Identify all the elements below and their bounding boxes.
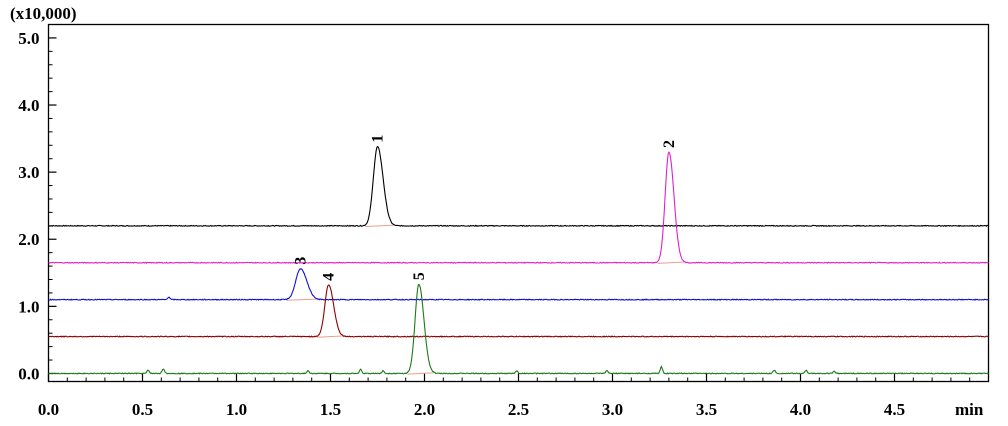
y-tick-label: 2.0 (18, 230, 39, 249)
peak-baseline (317, 335, 345, 338)
x-tick-label: 1.5 (320, 400, 341, 419)
y-tick-label: 3.0 (18, 163, 39, 182)
x-tick-label: 1.0 (226, 400, 247, 419)
peak-label: 2 (661, 140, 678, 148)
peak-label: 4 (321, 273, 338, 281)
peak-baseline (407, 372, 435, 375)
x-axis: 0.0 0.5 1.0 1.5 2.0 2.5 3.0 3.5 4.0 4.5 (38, 373, 971, 419)
x-tick-label: 2.5 (508, 400, 529, 419)
peak-baseline (657, 261, 685, 264)
peak-label: 3 (292, 257, 309, 265)
trace-3 (48, 268, 989, 301)
trace-1 (48, 145, 989, 228)
trace-2 (48, 151, 989, 264)
x-tick-label: 0.0 (38, 400, 59, 419)
y-multiplier-label: (x10,000) (10, 4, 77, 23)
x-tick-label: 0.5 (132, 400, 153, 419)
y-tick-label: 0.0 (18, 364, 39, 383)
y-tick-label: 5.0 (18, 29, 39, 48)
y-tick-label: 4.0 (18, 96, 39, 115)
y-tick-label: 1.0 (18, 297, 39, 316)
x-tick-label: 4.0 (790, 400, 811, 419)
x-tick-label: 3.5 (696, 400, 717, 419)
peak-label: 1 (370, 135, 387, 143)
x-axis-label: min (955, 400, 984, 419)
peak-baseline (286, 298, 321, 301)
x-tick-label: 3.0 (602, 400, 623, 419)
x-tick-label: 2.0 (414, 400, 435, 419)
peak-baselines (286, 224, 685, 375)
plot-frame (47, 23, 990, 383)
traces (48, 145, 989, 375)
peak-baseline (365, 224, 395, 227)
trace-4 (48, 284, 989, 338)
y-axis: 0.0 1.0 2.0 3.0 4.0 5.0 (18, 29, 57, 383)
x-tick-label: 4.5 (884, 400, 905, 419)
peak-labels: 1 2 3 4 5 (292, 135, 677, 281)
peak-label: 5 (411, 272, 428, 280)
trace-5 (48, 283, 989, 375)
